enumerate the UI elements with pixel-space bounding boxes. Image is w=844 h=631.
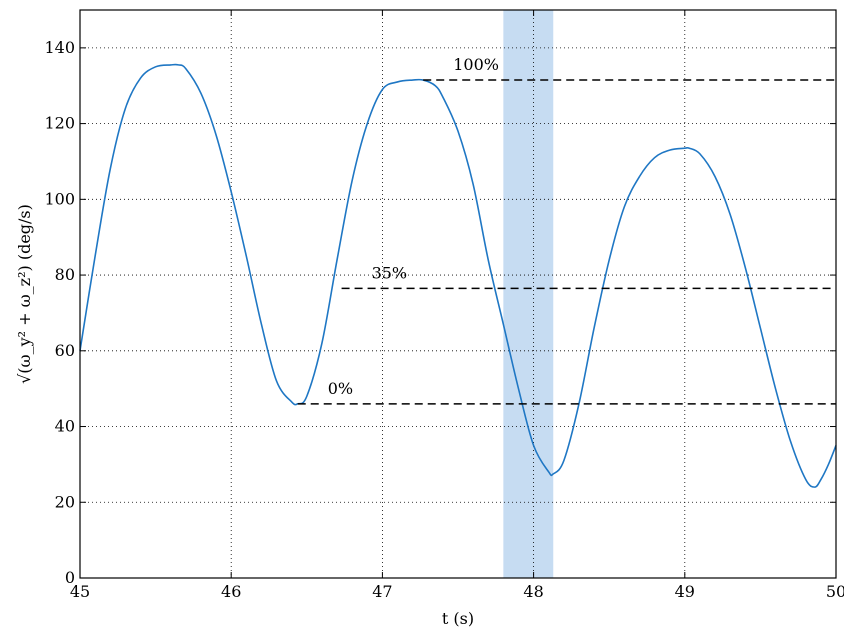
y-tick-label: 140 [44, 38, 75, 57]
x-tick-label: 49 [675, 582, 695, 601]
highlight-band [503, 10, 554, 578]
x-tick-label: 50 [826, 582, 844, 601]
reference-label: 35% [372, 263, 408, 282]
y-tick-label: 80 [55, 265, 75, 284]
x-tick-label: 46 [221, 582, 241, 601]
y-tick-label: 60 [55, 341, 75, 360]
grid-layer [80, 10, 836, 578]
reference-layer: 0% 35% 100% [297, 55, 836, 405]
y-tick-label: 120 [44, 114, 75, 133]
y-tick-label: 100 [44, 189, 75, 208]
y-tick-label: 20 [55, 492, 75, 511]
highlight-layer [503, 10, 554, 578]
label-layer: t (s) √(ω_y² + ω_z²) (deg/s) [15, 204, 474, 628]
y-tick-label: 0 [65, 568, 75, 587]
x-tick-label: 45 [70, 582, 90, 601]
y-axis-label: √(ω_y² + ω_z²) (deg/s) [15, 204, 34, 384]
plot-frame [79, 9, 837, 579]
x-tick-label: 47 [372, 582, 392, 601]
reference-label: 100% [453, 55, 499, 74]
reference-label: 0% [328, 379, 353, 398]
tick-layer: 45 46 47 48 49 50 0 20 40 60 80 100 120 140 [44, 10, 844, 601]
x-axis-label: t (s) [442, 609, 474, 628]
series-layer [79, 63, 837, 488]
x-tick-label: 48 [523, 582, 543, 601]
series-line [79, 63, 837, 488]
y-tick-label: 40 [55, 417, 75, 436]
